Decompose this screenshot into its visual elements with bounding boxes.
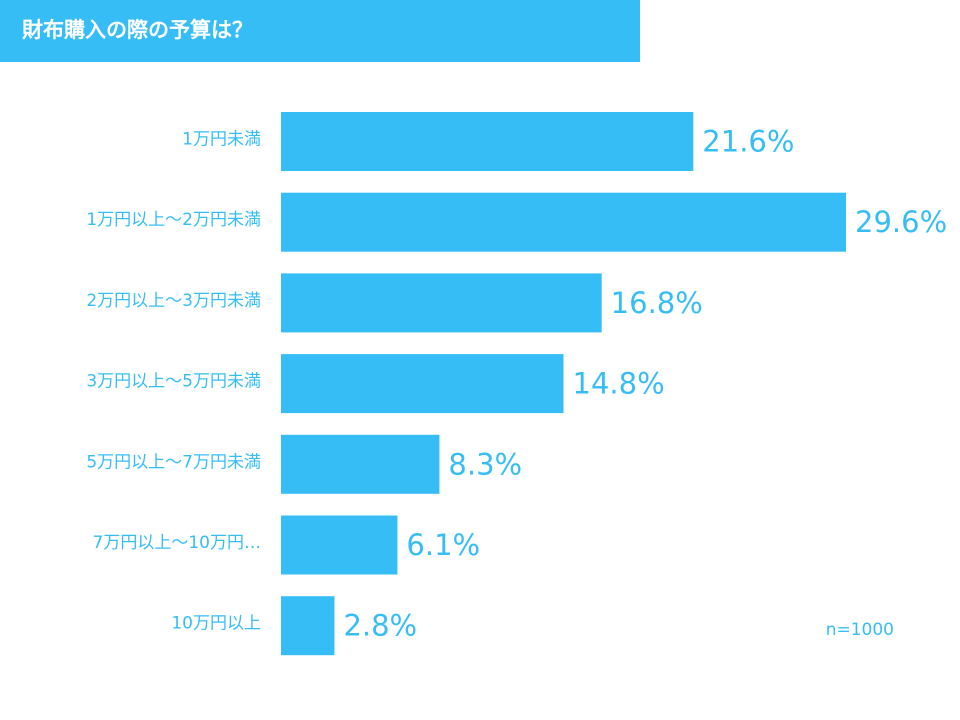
value-label-4: 14.8% bbox=[573, 367, 665, 401]
category-label-4: 3万円以上～5万円未満 bbox=[86, 372, 261, 392]
chart-title: 財布購入の際の予算は？ bbox=[22, 18, 253, 42]
value-label-5: 8.3% bbox=[448, 447, 522, 481]
sample-size-note: n=1000 bbox=[826, 620, 894, 640]
category-label-6: 7万円以上～10万円… bbox=[93, 533, 261, 553]
bar-2 bbox=[281, 192, 846, 252]
category-label-3: 2万円以上～3万円未満 bbox=[86, 291, 261, 311]
bar-1 bbox=[281, 112, 694, 171]
bar-4 bbox=[281, 354, 564, 414]
value-label-2: 29.6% bbox=[855, 205, 947, 239]
title-banner: 財布購入の際の予算は？ bbox=[0, 0, 640, 62]
category-label-7: 10万円以上 bbox=[171, 614, 261, 634]
bar-7 bbox=[281, 596, 335, 656]
value-label-1: 21.6% bbox=[702, 125, 794, 159]
value-label-3: 16.8% bbox=[611, 286, 703, 320]
value-label-6: 6.1% bbox=[406, 528, 480, 562]
bars-layer: 1万円未満 21.6% 1万円以上～2万円未満 29.6% 2万円以上～3万円未満 16.… bbox=[86, 112, 947, 656]
bar-5 bbox=[281, 434, 440, 494]
bar-6 bbox=[281, 515, 398, 575]
bar-3 bbox=[281, 273, 602, 333]
category-label-1: 1万円未満 bbox=[182, 130, 261, 150]
category-label-2: 1万円以上～2万円未満 bbox=[86, 210, 261, 230]
value-label-7: 2.8% bbox=[343, 609, 417, 643]
category-label-5: 5万円以上～7万円未満 bbox=[86, 452, 261, 472]
